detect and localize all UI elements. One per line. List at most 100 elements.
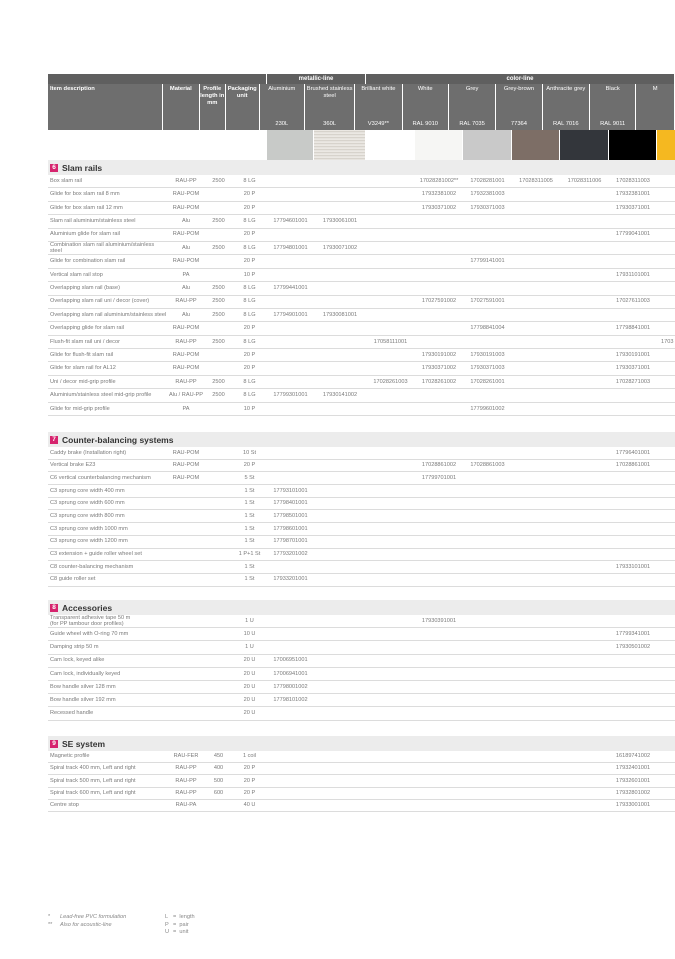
table-cell: 20 P [243,365,256,372]
table-cell: 17058111001 [373,338,408,345]
table-cell: 17006941001 [273,670,308,677]
table-row: Glide for mid-grip profile PA 10 P 17799601… [48,403,675,417]
table-cell: 20 P [243,204,256,211]
table-row: Guide wheel with O-ring 70 mm 10 U 1779934… [48,628,675,642]
table-cell: 8 LG [243,298,256,305]
table-cell: C6 vertical counterbalancing mechanism [50,474,151,481]
color-swatch [463,130,512,160]
table-row: C8 counter-balancing mechanism 1 St 179331… [48,561,675,574]
table-cell: 17931101001 [616,271,650,278]
table-cell: Alu [181,218,191,225]
section-se-system: 9 SE system Magnetic profile RAU-FER 450 1 co… [48,736,675,812]
table-cell: 20 P [243,191,256,198]
table-header: Item description Material Profile length i… [48,84,675,130]
table-cell: RAU-FER [173,753,199,760]
table-row: C3 extension + guide roller wheel set 1 P… [48,549,675,562]
table-cell: 1 St [244,525,255,532]
table-cell: Spiral track 400 mm, Left and right [50,765,136,772]
finish-code: RAL 7035 [459,121,485,128]
table-cell: 20 P [243,325,256,332]
table-cell: 17930191003 [470,351,505,358]
table-cell: 17793201002 [273,551,308,558]
table-cell: 20 P [243,789,256,796]
table-cell: 20 P [243,777,256,784]
table-cell: Alu / RAU-PP [169,392,203,399]
column-group-header: metallic-line color-line [48,74,675,84]
table-cell: 17028261003 [373,378,408,385]
table-cell: 1 St [244,563,255,570]
table-cell: 450 [213,753,224,760]
section-heading: Slam rails [62,162,103,173]
table-cell: 17930191002 [421,351,457,358]
table-cell: 17028311003 [616,177,650,184]
color-swatch [512,130,560,160]
table-row: Uni / decor mid-grip profile RAU-PP 2500 8 … [48,376,675,390]
table-cell: 17798001002 [273,683,308,690]
table-cell: 2500 [212,392,225,399]
table-cell: 20 U [243,683,256,690]
color-swatch [267,130,314,160]
table-cell: 1 coil [242,753,257,760]
finish-code: 230L [275,121,289,128]
table-cell: RAU-POM [172,191,200,198]
table-row: Centre stop RAU-PA 40 U 17933001001 [48,800,675,812]
table-cell: 17799601002 [470,405,505,412]
table-row: Glide for combination slam rail RAU-POM 20… [48,255,675,269]
table-cell: C8 counter-balancing mechanism [50,563,134,570]
table-cell: 17028281002** [419,177,459,184]
table-cell: 1 St [244,538,255,545]
table-row: Cam lock, keyed alike 20 U 17006951001 [48,655,675,668]
table-cell: 17796401001 [615,449,651,456]
table-cell: 8 LG [243,244,256,251]
footnote: ** Also for acoustic-line [48,921,112,928]
section-number-badge: 9 [50,739,58,748]
section-heading: Accessories [62,602,113,613]
table-cell: 20 U [243,670,256,677]
table-cell: Caddy brake (Installation right) [50,449,127,456]
table-cell: Flush-fit slam rail uni / decor [50,338,120,345]
section-title: 9 SE system [48,736,675,751]
abbreviation-legend: L = length P = pair U = unit [165,914,195,937]
table-cell: 17006951001 [273,657,308,664]
table-cell: 17028311006 [567,177,602,184]
col-profile-length: Profile length in mm [199,84,226,130]
table-row: Overlapping slam rail (base) Alu 2500 8 LG 1… [48,282,675,296]
table-cell: RAU-POM [172,449,200,456]
table-cell: 1 St [244,500,255,507]
finish-code: RAL 9010 [412,121,439,128]
table-cell: 17799141001 [470,258,505,265]
table-row: C6 vertical counterbalancing mechanism RA… [48,472,675,486]
table-cell: 20 P [243,231,256,238]
table-cell: 17930501002 [615,644,651,651]
table-row: C3 sprung core width 1000 mm 1 St 17798601… [48,523,675,536]
table-cell: 17932381003 [470,191,505,198]
table-cell: 17930371002 [421,365,457,372]
table-cell: 17932401001 [615,765,651,772]
table-cell: Glide for box slam rail 8 mm [50,191,120,198]
table-cell: 20 P [243,351,256,358]
table-row: Bow handle silver 192 mm 20 U 17798101002 [48,694,675,708]
section-number-badge: 6 [50,163,58,172]
col-finish: Aluminium 230L [259,84,305,130]
table-cell: 10 St [242,449,257,456]
table-cell: RAU-POM [172,204,200,211]
table-cell: 2500 [212,298,225,305]
table-cell: Bow handle silver 128 mm [50,683,116,690]
table-row: Damping strip 50 m 1 U 17930501002 [48,641,675,655]
table-cell: 20 P [243,765,256,772]
table-row: Glide for slam rail for AL12 RAU-POM 20 P 1… [48,362,675,376]
table-cell: 8 LG [243,392,256,399]
table-cell: Alu [181,244,191,251]
table-cell: Cam lock, individually keyed [50,670,121,677]
table-cell: 17932801002 [615,789,651,796]
table-cell: 17793101001 [273,487,308,494]
group-color-line: color-line [366,74,675,84]
table-cell: 17027611003 [616,298,650,305]
table-cell: Box slam rail [50,177,83,184]
section-counter-balancing-systems: 7 Counter-balancing systems Caddy brake (I… [48,432,675,587]
table-cell: C3 sprung core width 400 mm [50,487,125,494]
finish-name: Anthracite grey [546,86,586,92]
table-cell: 17799041001 [615,231,651,238]
table-cell: 2500 [212,177,225,184]
table-cell: Glide for flush-fit slam rail [50,351,114,358]
